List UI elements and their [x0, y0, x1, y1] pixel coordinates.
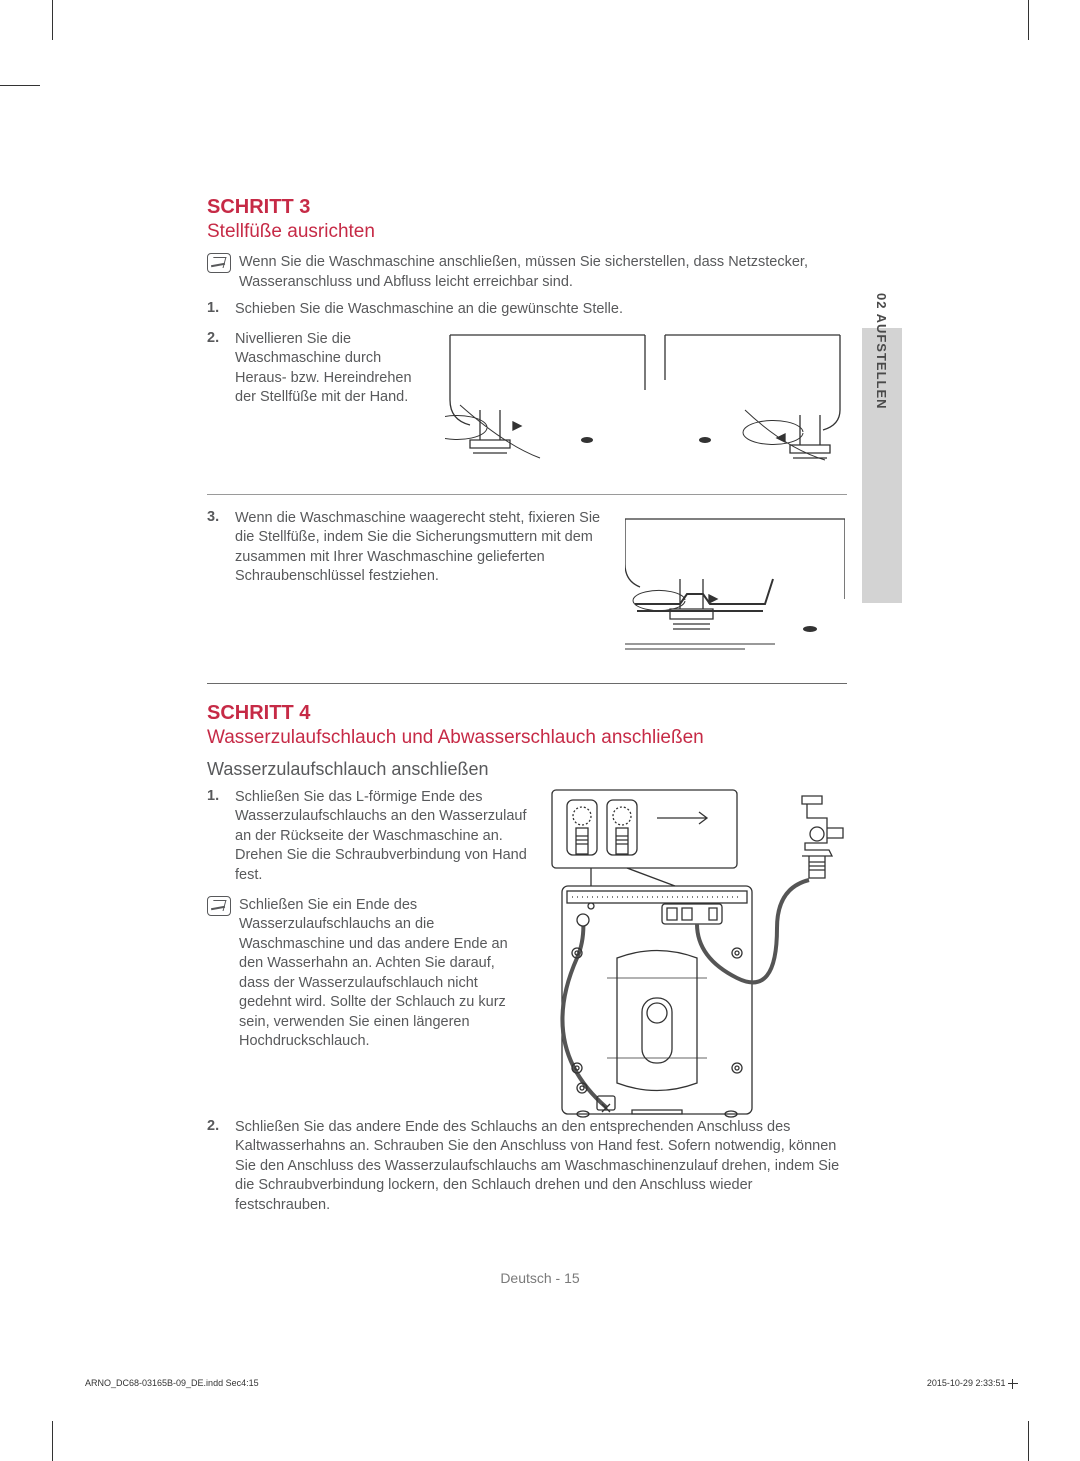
- subtitle-schritt4: Wasserzulaufschlauch und Abwasserschlauc…: [207, 727, 847, 749]
- schritt4-list: Schließen Sie das L-förmige Ende des Was…: [207, 788, 527, 886]
- divider: [207, 494, 847, 495]
- heading-schritt4: SCHRITT 4: [207, 702, 847, 725]
- schritt3-step3: Wenn die Waschmaschine waagerecht steht,…: [235, 509, 605, 587]
- schritt3-step2: Nivellieren Sie die Waschmaschine durch …: [235, 330, 425, 408]
- subtitle-schritt3: Stellfüße ausrichten: [207, 221, 847, 243]
- meta-date: 2015-10-29 2:33:51: [927, 1378, 1018, 1389]
- page-content: SCHRITT 3 Stellfüße ausrichten Wenn Sie …: [207, 196, 847, 1226]
- note-icon: [207, 253, 231, 273]
- schritt3-list: Schieben Sie die Waschmaschine an die ge…: [207, 300, 847, 480]
- divider-thick: [207, 683, 847, 684]
- schritt4-list2: Schließen Sie das andere Ende des Schlau…: [207, 1118, 847, 1216]
- crop-mark: [1028, 0, 1029, 40]
- note-schritt4: Schließen Sie ein Ende des Wasserzulaufs…: [207, 896, 527, 1053]
- registration-mark-icon: [1008, 1379, 1018, 1389]
- figure-wrench-locknut: [625, 509, 845, 659]
- sub2-schritt4: Wasserzulaufschlauch anschließen: [207, 759, 847, 780]
- crop-mark: [1028, 1421, 1029, 1461]
- note-icon: [207, 896, 231, 916]
- figure-hose-connection: [547, 788, 847, 1118]
- note-schritt3: Wenn Sie die Waschmaschine anschließen, …: [207, 253, 847, 292]
- note-text: Wenn Sie die Waschmaschine anschließen, …: [239, 253, 847, 292]
- side-tab-label: 02 AUFSTELLEN: [874, 293, 889, 410]
- crop-mark: [0, 85, 40, 86]
- schritt4-step1: Schließen Sie das L-förmige Ende des Was…: [235, 788, 527, 886]
- schritt3-list-cont: Wenn die Waschmaschine waagerecht steht,…: [207, 509, 847, 659]
- figure-leveling-feet: [445, 330, 845, 480]
- meta-date-text: 2015-10-29 2:33:51: [927, 1378, 1006, 1388]
- schritt3-step1: Schieben Sie die Waschmaschine an die ge…: [235, 300, 847, 320]
- schritt4-step2: Schließen Sie das andere Ende des Schlau…: [235, 1118, 847, 1216]
- crop-mark: [52, 1421, 53, 1461]
- heading-schritt3: SCHRITT 3: [207, 196, 847, 219]
- page-footer: Deutsch - 15: [0, 1270, 1080, 1286]
- crop-mark: [52, 0, 53, 40]
- schritt4-row: Schließen Sie das L-förmige Ende des Was…: [207, 788, 847, 1118]
- schritt4-textcol: Schließen Sie das L-förmige Ende des Was…: [207, 788, 527, 1060]
- note-text-s4: Schließen Sie ein Ende des Wasserzulaufs…: [239, 896, 527, 1053]
- side-tab: 02 AUFSTELLEN: [862, 283, 902, 603]
- meta-file: ARNO_DC68-03165B-09_DE.indd Sec4:15: [85, 1378, 259, 1388]
